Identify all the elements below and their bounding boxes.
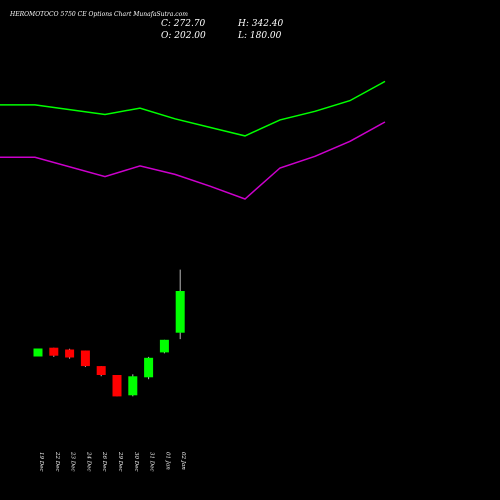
candle-body: [33, 348, 43, 357]
x-tick-label: 19 Dec: [38, 452, 44, 472]
x-tick-label: 02 Jan: [180, 452, 186, 470]
upper-band-line: [0, 80, 386, 137]
lower-band-line: [0, 121, 386, 200]
x-axis-labels: 19 Dec 22 Dec 23 Dec 24 Dec 26 Dec 29 Dec 30 D…: [38, 451, 186, 472]
candle-body: [175, 291, 185, 333]
candle-body: [65, 349, 75, 358]
candle-body: [96, 366, 106, 375]
x-tick-label: 01 Jan: [164, 452, 170, 470]
x-tick-label: 29 Dec: [117, 451, 123, 472]
candle-body: [144, 357, 154, 378]
x-tick-label: 24 Dec: [85, 451, 91, 472]
open-value: O: 202.00: [161, 31, 206, 41]
x-tick-label: 30 Dec: [133, 452, 139, 472]
x-tick-label: 22 Dec: [54, 451, 60, 472]
candles-layer: [33, 269, 185, 397]
low-value: L: 180.00: [237, 31, 282, 41]
candle-body: [159, 339, 169, 353]
candle-body: [80, 350, 90, 367]
candle-body: [128, 376, 138, 396]
candle-body: [49, 347, 59, 356]
candle-body: [112, 375, 122, 397]
bands-layer: [0, 80, 386, 200]
chart-title: HEROMOTOCO 5750 CE Options Chart MunafaS…: [9, 11, 188, 18]
x-tick-label: 26 Dec: [101, 451, 107, 472]
high-value: H: 342.40: [237, 19, 284, 29]
close-value: C: 272.70: [161, 19, 206, 29]
x-tick-label: 23 Dec: [70, 451, 76, 472]
x-tick-label: 31 Dec: [149, 452, 155, 472]
